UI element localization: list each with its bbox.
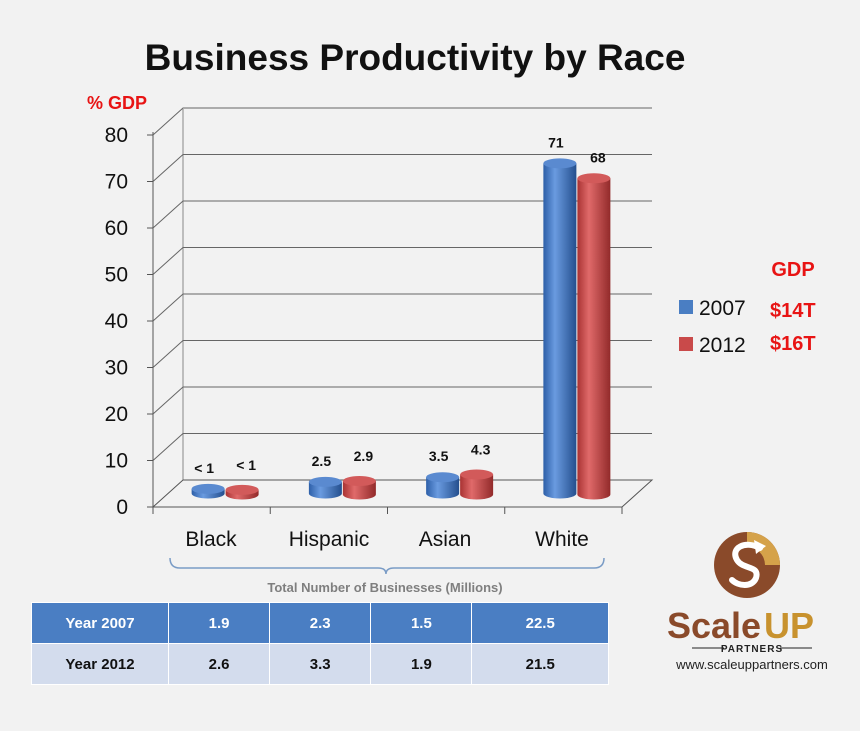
bar-top: [225, 484, 259, 495]
table-cell: 21.5: [471, 643, 609, 685]
gridline: [152, 107, 652, 136]
data-label: 4.3: [471, 442, 491, 458]
bar-top: [191, 483, 225, 494]
gridline: [152, 200, 652, 229]
logo-s-arrow-icon: [729, 541, 763, 588]
category-label: Black: [185, 528, 237, 551]
data-label: 3.5: [429, 448, 449, 464]
y-tick-label: 80: [105, 124, 128, 147]
category-label: White: [535, 528, 589, 551]
table-row: Year 2012 2.6 3.3 1.9 21.5: [31, 643, 609, 685]
scaleup-logo: [714, 532, 780, 598]
data-label: 2.5: [312, 453, 332, 469]
legend-swatch-2007: [679, 300, 693, 314]
chart-title: Business Productivity by Race: [145, 37, 686, 78]
gridline: [152, 386, 652, 415]
gridline: [152, 340, 652, 368]
y-tick-label: 60: [105, 217, 128, 240]
y-tick-label: 0: [116, 496, 128, 519]
bar-body: [460, 474, 494, 500]
table-cell: 1.5: [370, 602, 473, 644]
legend-gdp-2007: $14T: [770, 300, 816, 322]
logo-subtitle: PARTNERS: [721, 644, 783, 655]
legend-gdp-header: GDP: [771, 259, 814, 281]
gridline: [152, 293, 652, 322]
bars: < 1 < 1 2.5 2.9 3.5 4.3 71 68: [191, 134, 611, 500]
businesses-table: Year 2007 1.9 2.3 1.5 22.5 Year 2012 2.6…: [31, 602, 609, 685]
floor: [151, 479, 654, 508]
gridline: [152, 247, 652, 275]
category-label: Hispanic: [289, 528, 370, 551]
legend-label-2012: 2012: [699, 334, 746, 357]
legend-gdp-2012: $16T: [770, 333, 816, 355]
bar-black-2007: < 1: [191, 460, 225, 499]
bar-top: [543, 158, 577, 169]
table-caption: Total Number of Businesses (Millions): [267, 580, 502, 595]
logo-arrowhead-icon: [754, 540, 766, 554]
bar-top: [308, 476, 342, 487]
data-label: < 1: [194, 460, 214, 476]
table-cell: 22.5: [471, 602, 609, 644]
logo-url: www.scaleuppartners.com: [676, 657, 828, 672]
bar-top: [460, 469, 494, 480]
bar-body: [426, 477, 460, 499]
bar-black-2012: < 1: [225, 457, 259, 500]
data-label: 71: [548, 134, 564, 150]
bar-top: [426, 472, 460, 483]
bar-body: [577, 178, 611, 500]
y-tick-label: 70: [105, 171, 128, 194]
legend-swatch-2012: [679, 337, 693, 351]
data-label: 68: [590, 149, 606, 165]
y-axis-label: % GDP: [87, 93, 147, 113]
bar-asian-2007: 3.5: [426, 448, 460, 499]
category-brace: [169, 557, 605, 575]
table-cell: 2.3: [269, 602, 372, 644]
table-cell: 2.6: [167, 643, 271, 685]
bar-white-2012: 68: [577, 149, 611, 500]
bar-white-2007: 71: [543, 134, 577, 499]
logo-word-up: UP: [764, 605, 814, 646]
table-cell: 1.9: [370, 643, 473, 685]
table-row-header: Year 2007: [31, 602, 169, 644]
bar-hispanic-2012: 2.9: [342, 448, 376, 500]
category-label: Asian: [419, 528, 472, 551]
brace-line: [169, 557, 605, 575]
bar-body: [342, 481, 376, 500]
chart-canvas: Business Productivity by Race % GDP 0 10 2…: [87, 37, 816, 598]
logo-word-scale: Scale: [667, 605, 761, 646]
gridlines: [151, 107, 654, 508]
y-axis-ticks: 0 10 20 30 40 50 60 70 80: [105, 124, 623, 519]
y-tick-label: 40: [105, 310, 128, 333]
bar-body: [543, 163, 577, 499]
y-tick-label: 30: [105, 357, 128, 380]
data-label: < 1: [236, 457, 256, 473]
table-row-header: Year 2012: [31, 643, 169, 685]
logo-wordmark: Scale UP PARTNERS: [667, 605, 814, 655]
data-label: 2.9: [354, 448, 374, 464]
gridline: [152, 154, 652, 182]
y-tick-label: 10: [105, 450, 128, 473]
bar-hispanic-2007: 2.5: [308, 453, 342, 499]
y-tick-label: 50: [105, 264, 128, 287]
table-cell: 1.9: [167, 602, 271, 644]
logo-circle-accent: [747, 532, 780, 565]
table-cell: 3.3: [269, 643, 372, 685]
legend-label-2007: 2007: [699, 297, 746, 320]
bar-top: [577, 173, 611, 184]
bar-top: [342, 476, 376, 487]
gridline: [152, 433, 652, 461]
table-row: Year 2007 1.9 2.3 1.5 22.5: [31, 602, 609, 644]
bar-asian-2012: 4.3: [460, 442, 494, 500]
category-labels: Black Hispanic Asian White: [185, 528, 589, 551]
y-tick-label: 20: [105, 403, 128, 426]
